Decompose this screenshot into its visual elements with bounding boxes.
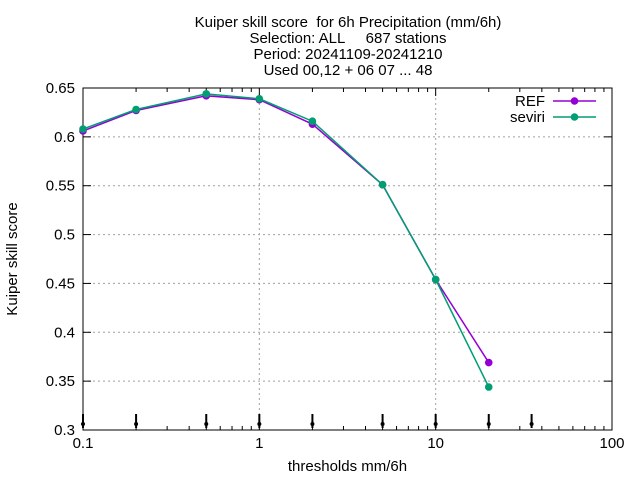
- x-tick-labels: 0.1 1 10 100: [73, 435, 625, 452]
- y-tick-labels: 0.3 0.35 0.4 0.45 0.5 0.55 0.6 0.65: [46, 80, 75, 439]
- y-tick-label: 0.5: [54, 227, 75, 244]
- title-line: Kuiper skill score for 6h Precipitation …: [195, 14, 502, 31]
- x-tick-label: 0.1: [73, 435, 94, 452]
- data-point-seviri: [79, 125, 87, 133]
- y-tick-label: 0.45: [46, 275, 75, 292]
- plot-border: [82, 87, 613, 431]
- title-line: Used 00,12 + 06 07 ... 48: [264, 62, 433, 79]
- data-point-seviri: [378, 180, 387, 189]
- legend-label: seviri: [510, 109, 545, 126]
- x-tick-label: 1: [255, 435, 263, 452]
- title-line: Period: 20241109-20241210: [253, 46, 442, 63]
- title-line: Selection: ALL 687 stations: [249, 30, 446, 47]
- threshold-marker-row: [81, 414, 534, 428]
- x-tick-label: 100: [599, 435, 624, 452]
- y-axis-label: Kuiper skill score: [4, 202, 21, 315]
- threshold-marker-dot: [257, 422, 262, 426]
- legend-label: REF: [515, 93, 545, 110]
- legend-marker: [570, 97, 579, 105]
- threshold-marker-dot: [486, 422, 491, 426]
- data-point-seviri: [308, 117, 317, 126]
- grid: [83, 88, 612, 430]
- data-point-REF: [484, 358, 493, 367]
- data-point-seviri: [132, 105, 140, 114]
- x-axis-label: thresholds mm/6h: [288, 458, 407, 475]
- series-line-REF: [82, 95, 490, 363]
- data-point-seviri: [431, 275, 440, 284]
- threshold-marker-dot: [134, 422, 139, 426]
- threshold-marker-dot: [81, 422, 85, 426]
- series-group: [79, 90, 493, 391]
- threshold-marker-dot: [310, 422, 315, 426]
- y-tick-label: 0.55: [46, 178, 75, 195]
- threshold-marker-dot: [529, 422, 534, 426]
- data-point-seviri: [202, 90, 211, 98]
- axis-ticks: [82, 87, 613, 431]
- y-tick-label: 0.3: [54, 422, 75, 439]
- y-tick-label: 0.65: [46, 80, 75, 97]
- threshold-marker-dot: [204, 422, 209, 426]
- series-line-seviri: [82, 93, 490, 388]
- threshold-marker-dot: [380, 422, 385, 426]
- x-tick-label: 10: [427, 435, 444, 452]
- data-point-seviri: [484, 383, 493, 391]
- legend-marker: [570, 113, 579, 121]
- y-tick-label: 0.6: [54, 129, 75, 146]
- chart-title: Kuiper skill score for 6h Precipitation …: [195, 14, 502, 79]
- y-tick-label: 0.35: [46, 373, 75, 390]
- data-point-seviri: [255, 94, 264, 103]
- threshold-marker-dot: [433, 422, 438, 426]
- y-tick-label: 0.4: [54, 324, 75, 341]
